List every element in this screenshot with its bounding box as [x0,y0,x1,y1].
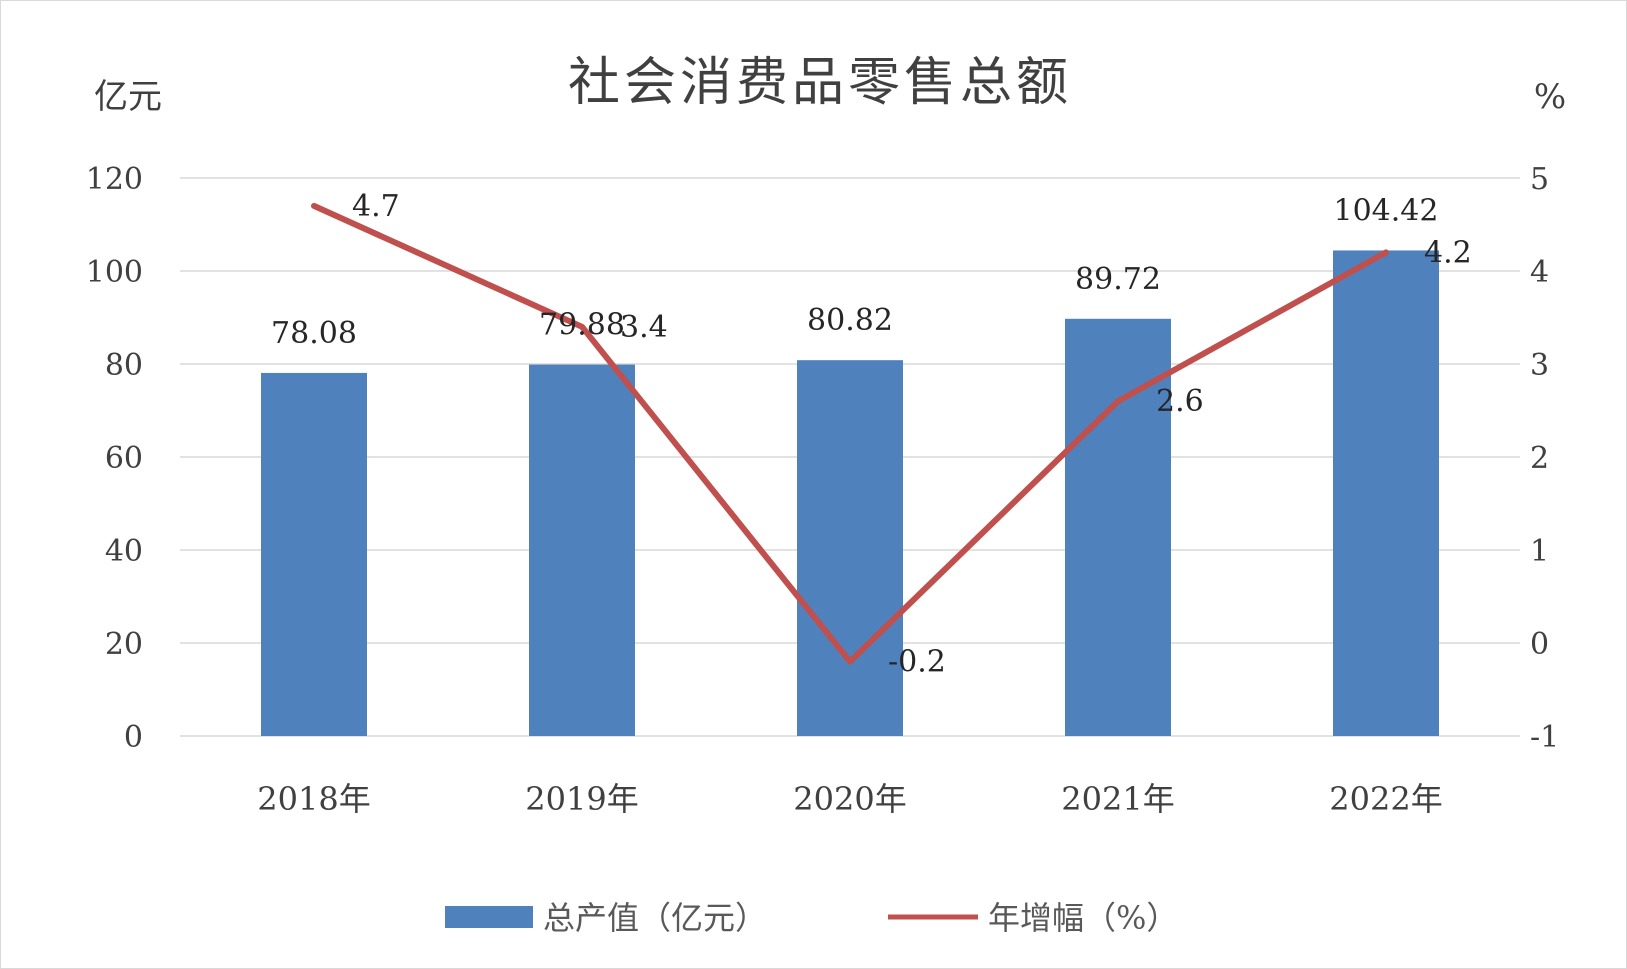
right-tick-label: 0 [1530,627,1549,662]
right-tick-label: 1 [1530,534,1549,569]
right-tick-label: 2 [1530,441,1549,476]
bar-data-label: 104.42 [1334,193,1439,228]
bar-data-label: 80.82 [807,303,893,338]
right-tick-label: 3 [1530,348,1549,383]
left-tick-label: 60 [105,441,143,476]
category-label: 2022年 [1329,780,1442,818]
category-label: 2021年 [1061,780,1174,818]
category-labels: 2018年 2019年 2020年 2021年 2022年 [257,780,1442,818]
legend: 总产值（亿元） 年增幅（%） [445,899,1178,937]
line-point [1383,249,1389,255]
right-tick-label: -1 [1530,720,1559,755]
left-tick-label: 20 [105,627,143,662]
bar-data-label: 79.88 [539,308,625,343]
line-data-label: -0.2 [888,645,946,680]
legend-line-label: 年增幅（%） [988,899,1178,937]
left-tick-label: 80 [105,348,143,383]
bar [261,372,367,736]
bar-series [261,250,1439,736]
right-axis-unit: % [1534,77,1566,117]
right-tick-label: 4 [1530,255,1549,290]
bar [529,364,635,736]
category-label: 2019年 [525,780,638,818]
line-point [311,203,317,209]
line-data-label: 4.7 [352,189,400,224]
left-axis-unit: 亿元 [94,77,162,117]
bar-data-label: 78.08 [271,316,357,351]
legend-bar-swatch [445,906,533,928]
left-axis-ticks: 0 20 40 60 80 100 120 [86,162,143,755]
right-tick-label: 5 [1530,162,1549,197]
left-tick-label: 40 [105,534,143,569]
category-label: 2018年 [257,780,370,818]
line-data-labels: 4.7 3.4 -0.2 2.6 4.2 [352,189,1472,680]
bar [1333,250,1439,736]
line-point [1115,398,1121,404]
line-data-label: 3.4 [620,310,668,345]
line-data-label: 2.6 [1156,384,1204,419]
chart-title: 社会消费品零售总额 [568,53,1072,113]
left-tick-label: 120 [86,162,143,197]
line-data-label: 4.2 [1424,235,1472,270]
bar-data-labels: 78.08 79.88 80.82 89.72 104.42 [271,193,1438,350]
category-label: 2020年 [793,780,906,818]
right-axis-ticks: -1 0 1 2 3 4 5 [1530,162,1559,755]
line-series [311,202,1389,665]
left-tick-label: 100 [86,255,143,290]
legend-bar-label: 总产值（亿元） [543,899,767,937]
bar [1065,318,1171,736]
line-point [579,324,585,330]
left-tick-label: 0 [124,720,143,755]
line-point [847,659,853,665]
bar [797,360,903,736]
bar-data-label: 89.72 [1075,262,1161,297]
